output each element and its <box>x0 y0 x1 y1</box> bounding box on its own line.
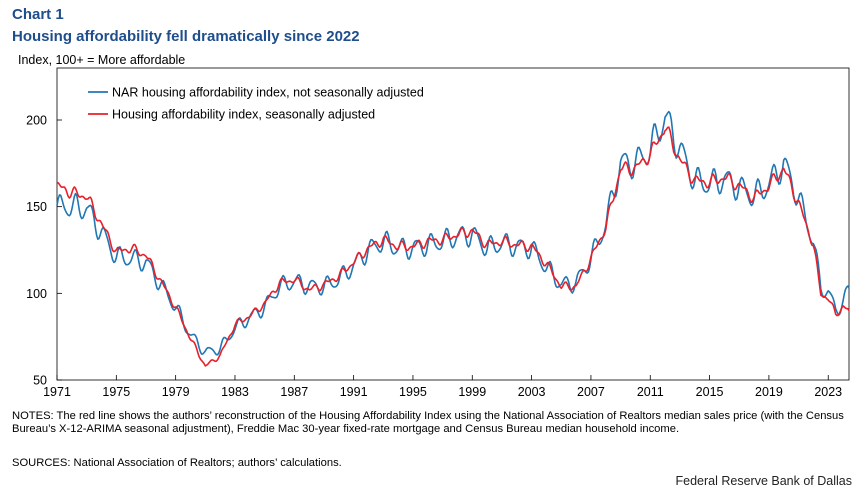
x-tick-label: 1991 <box>340 385 368 399</box>
chart-title: Housing affordability fell dramatically … <box>12 28 360 45</box>
x-tick-label: 2011 <box>637 385 664 399</box>
x-tick-label: 2003 <box>518 385 546 399</box>
x-tick-label: 1971 <box>43 385 71 399</box>
x-tick-label: 1987 <box>280 385 308 399</box>
chart-number: Chart 1 <box>12 6 64 23</box>
series-line-sa <box>56 126 850 367</box>
y-tick-label: 150 <box>26 200 47 214</box>
source-organization: Federal Reserve Bank of Dallas <box>675 474 852 488</box>
legend-label-sa: Housing affordability index, seasonally … <box>112 108 375 122</box>
y-tick-label: 50 <box>33 374 47 388</box>
x-tick-label: 1975 <box>102 385 130 399</box>
y-tick-label: 200 <box>26 114 47 128</box>
y-axis-label: Index, 100+ = More affordable <box>18 53 186 67</box>
x-tick-label: 1995 <box>399 385 427 399</box>
x-tick-label: 1979 <box>162 385 190 399</box>
x-tick-label: 2019 <box>755 385 783 399</box>
x-tick-label: 2007 <box>577 385 605 399</box>
series-line-nsa <box>56 110 850 356</box>
sources-text: SOURCES: National Association of Realtor… <box>12 457 342 469</box>
x-tick-label: 2023 <box>814 385 842 399</box>
x-tick-label: 2015 <box>696 385 724 399</box>
plot-frame <box>56 67 850 381</box>
notes-text: NOTES: The red line shows the authors’ r… <box>12 410 844 435</box>
legend-label-nsa: NAR housing affordability index, not sea… <box>112 86 424 100</box>
x-tick-label: 1999 <box>458 385 486 399</box>
x-tick-label: 1983 <box>221 385 249 399</box>
y-tick-label: 100 <box>26 287 47 301</box>
